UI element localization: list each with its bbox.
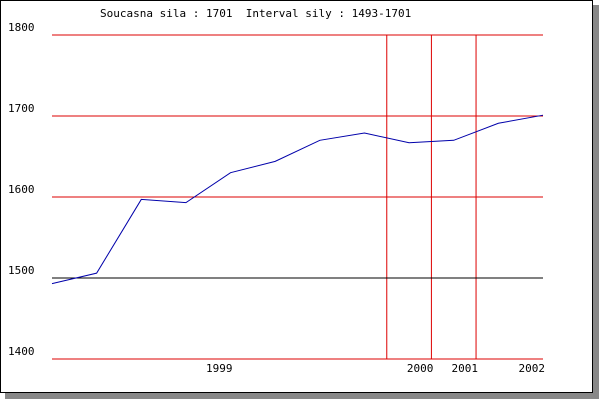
y-tick-label: 1400 [8,345,35,358]
y-tick-label: 1500 [8,264,35,277]
line-series [51,114,544,285]
x-tick-label: 1999 [206,362,233,375]
x-tick-label: 2002 [519,362,546,375]
y-tick-label: 1600 [8,183,35,196]
x-tick-label: 2000 [407,362,434,375]
y-tick-label: 1700 [8,102,35,115]
chart-title: Soucasna sila : 1701 Interval sily : 149… [100,7,411,20]
y-tick-label: 1800 [8,21,35,34]
x-tick-label: 2001 [452,362,479,375]
